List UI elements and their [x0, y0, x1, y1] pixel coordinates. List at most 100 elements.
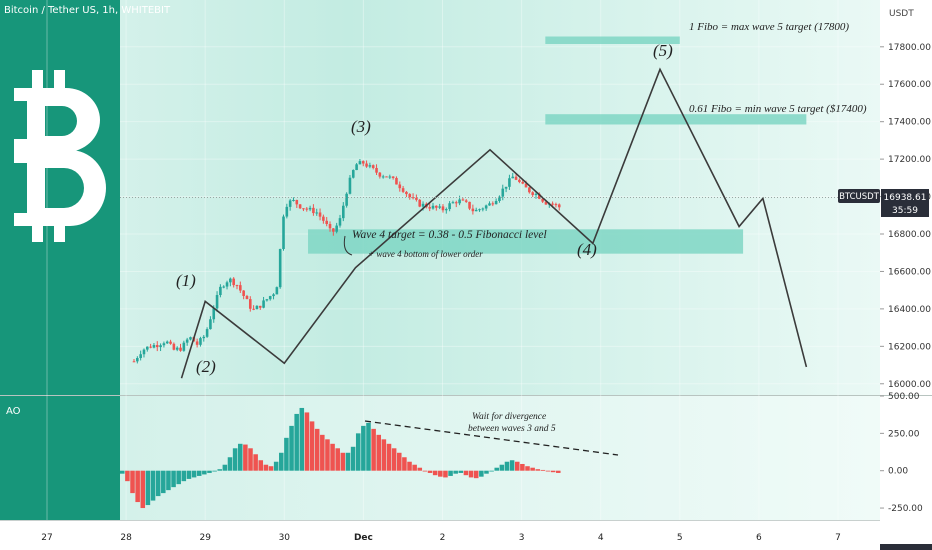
candle-body — [199, 338, 202, 345]
candle-body — [408, 194, 412, 198]
x-tick-label: 30 — [279, 533, 291, 543]
ao-bar — [417, 467, 423, 471]
candle-body — [182, 342, 186, 351]
ao-logo-panel — [0, 396, 120, 520]
candle-body — [471, 208, 475, 212]
candle-body — [464, 200, 468, 202]
candle-body — [275, 287, 279, 295]
divergence-line — [364, 420, 619, 456]
ao-tick-label: -250.00 — [888, 504, 923, 514]
candle-body — [431, 205, 435, 209]
candle-body — [219, 286, 222, 296]
candle-body — [411, 197, 415, 199]
divergence-label-1: Wait for divergence — [472, 411, 546, 422]
candle-body — [345, 193, 348, 206]
ao-bar — [120, 470, 125, 474]
candle-body — [328, 224, 332, 229]
candle-body — [418, 199, 422, 207]
candle-body — [212, 308, 216, 320]
candle-body — [448, 203, 451, 210]
chart-title: Bitcoin / Tether US, 1h, WHITEBIT — [4, 5, 171, 16]
candle-body — [179, 347, 182, 351]
candle-body — [139, 354, 142, 359]
candle-body — [491, 203, 495, 205]
candle-body — [152, 345, 156, 348]
ao-bar — [299, 407, 305, 471]
ao-bar — [176, 470, 181, 485]
x-tick-label: 3 — [519, 533, 525, 543]
ao-bar — [535, 469, 541, 471]
ao-bar — [284, 437, 289, 471]
ao-bar — [386, 443, 392, 471]
ao-bar — [458, 470, 464, 473]
candle-body — [415, 197, 418, 200]
fibo-zone[interactable] — [308, 229, 744, 254]
ao-bar — [345, 452, 351, 471]
candle-body — [245, 295, 249, 300]
candle-body — [528, 187, 531, 193]
candle-body — [381, 176, 385, 178]
ao-bar — [484, 470, 489, 474]
wave-path-line[interactable] — [180, 67, 808, 379]
price-tag-value: 16938.61 — [884, 193, 927, 203]
y-tick-label: 17600.00 — [888, 80, 931, 90]
candle-body — [265, 299, 269, 301]
ao-bar — [320, 434, 325, 471]
candle-body — [551, 203, 554, 205]
ao-bar — [530, 467, 535, 471]
x-tick-label: 5 — [677, 533, 683, 543]
candle-body — [282, 216, 285, 250]
y-tick-label: 16800.00 — [888, 230, 931, 240]
ao-bar — [212, 470, 217, 472]
x-tick-label: 28 — [120, 533, 132, 543]
ao-bar — [253, 454, 258, 471]
ao-bar — [499, 464, 505, 471]
candle-body — [388, 176, 392, 178]
candle-body — [172, 343, 176, 350]
candle-body — [268, 296, 272, 300]
candle-body — [478, 209, 481, 211]
fibo-min-label: 0.61 Fibo = min wave 5 target ($17400) — [689, 103, 867, 115]
ao-bar — [443, 470, 448, 478]
ao-bar — [397, 452, 402, 471]
wave-3-label: (3) — [351, 117, 371, 136]
candle-body — [504, 186, 508, 189]
ao-bar — [489, 470, 494, 472]
ao-bar — [294, 413, 299, 471]
candle-body — [315, 212, 319, 214]
candle-body — [451, 202, 455, 204]
wave-2-label: (2) — [196, 357, 216, 376]
y-tick-label: 16400.00 — [888, 305, 931, 315]
candle-body — [521, 181, 525, 184]
candle-body — [351, 170, 355, 178]
candle-body — [132, 361, 136, 363]
wave4-target-label: Wave 4 target = 0.38 - 0.5 Fibonacci lev… — [352, 229, 547, 241]
time-axis-background — [0, 520, 880, 550]
ao-bar — [350, 446, 356, 471]
ao-bar — [438, 470, 443, 477]
candle-body — [285, 206, 289, 217]
ao-bar — [463, 470, 469, 476]
candle-body — [488, 203, 491, 206]
candle-body — [272, 294, 275, 297]
candle-body — [511, 176, 515, 179]
candle-body — [557, 204, 561, 208]
ao-bar — [376, 434, 382, 471]
candle-body — [348, 177, 352, 194]
ao-bar — [243, 444, 248, 471]
candle-body — [278, 249, 282, 288]
x-tick-label: 2 — [440, 533, 446, 543]
candle-body — [405, 191, 408, 195]
fibo-zone[interactable] — [545, 114, 807, 125]
ao-bar — [556, 470, 561, 473]
y-tick-label: 17800.00 — [888, 43, 931, 53]
candle-body — [538, 193, 541, 199]
candle-body — [524, 183, 528, 188]
ao-bar — [289, 425, 294, 471]
fibo-zone[interactable] — [545, 36, 680, 44]
candle-body — [155, 345, 159, 348]
ao-bar — [412, 464, 417, 471]
candle-body — [338, 218, 342, 226]
ao-bar — [258, 460, 264, 471]
